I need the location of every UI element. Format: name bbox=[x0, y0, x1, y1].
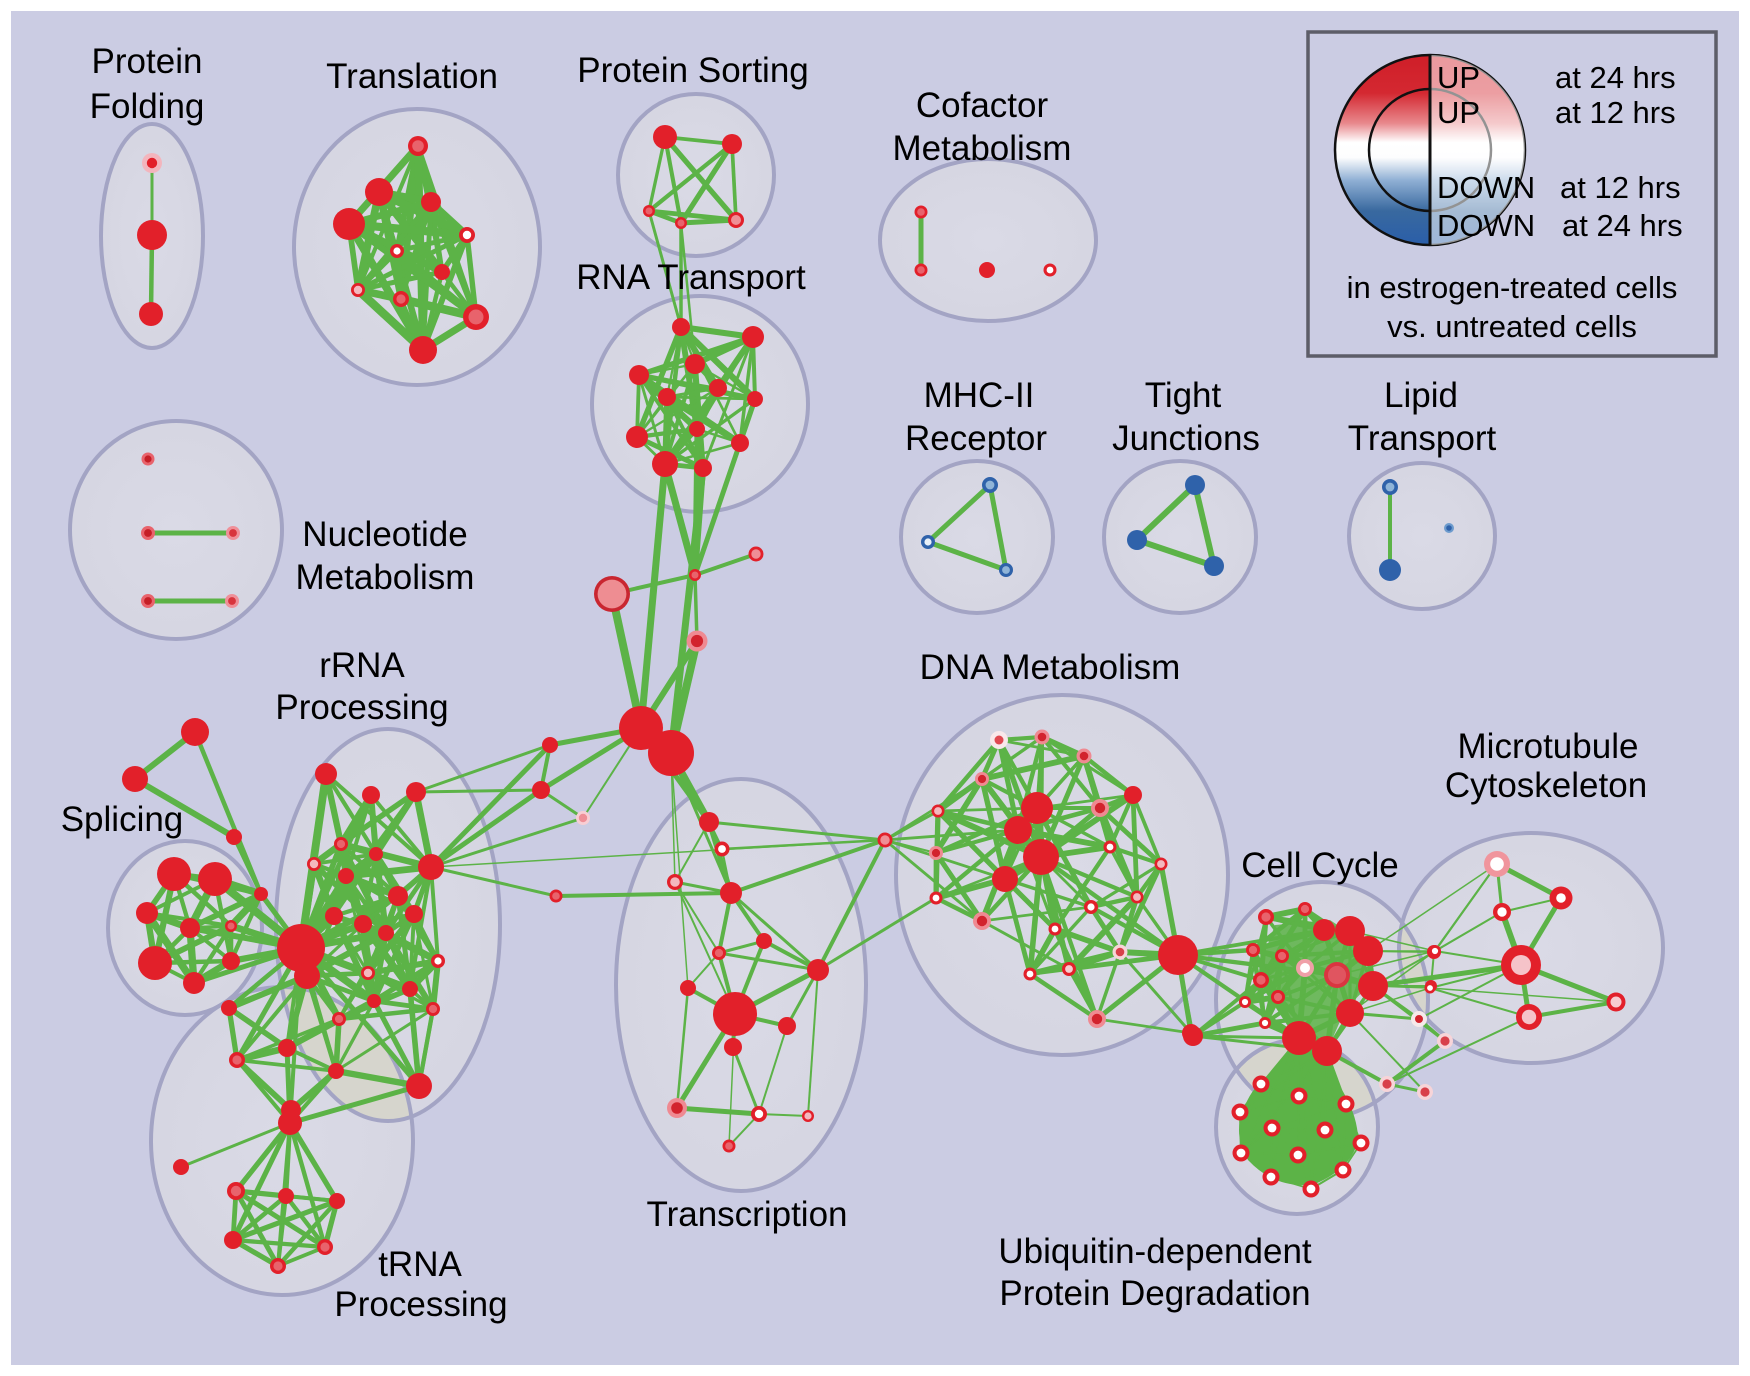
svg-text:Nucleotide: Nucleotide bbox=[302, 515, 467, 554]
svg-text:Transport: Transport bbox=[1348, 419, 1497, 458]
svg-text:RNA Transport: RNA Transport bbox=[576, 258, 806, 297]
svg-text:UP: UP bbox=[1437, 95, 1480, 130]
svg-text:Metabolism: Metabolism bbox=[296, 558, 475, 597]
svg-text:at 12 hrs: at 12 hrs bbox=[1560, 170, 1681, 205]
svg-text:Receptor: Receptor bbox=[905, 419, 1047, 458]
svg-text:DOWN: DOWN bbox=[1437, 170, 1535, 205]
svg-text:Protein Sorting: Protein Sorting bbox=[577, 51, 809, 90]
svg-text:Ubiquitin-dependent: Ubiquitin-dependent bbox=[998, 1232, 1312, 1271]
svg-text:Cofactor: Cofactor bbox=[916, 86, 1049, 125]
svg-text:at 24 hrs: at 24 hrs bbox=[1555, 60, 1676, 95]
svg-text:Translation: Translation bbox=[326, 57, 498, 96]
svg-text:Processing: Processing bbox=[275, 688, 448, 727]
svg-text:Processing: Processing bbox=[334, 1285, 507, 1324]
svg-text:vs. untreated cells: vs. untreated cells bbox=[1387, 309, 1637, 344]
svg-text:in estrogen-treated cells: in estrogen-treated cells bbox=[1347, 270, 1678, 305]
svg-text:Transcription: Transcription bbox=[647, 1195, 848, 1234]
svg-text:Protein Degradation: Protein Degradation bbox=[999, 1274, 1310, 1313]
svg-text:DNA Metabolism: DNA Metabolism bbox=[920, 648, 1181, 687]
svg-text:rRNA: rRNA bbox=[319, 646, 405, 685]
svg-text:Junctions: Junctions bbox=[1112, 419, 1260, 458]
svg-text:UP: UP bbox=[1437, 60, 1480, 95]
svg-text:Tight: Tight bbox=[1145, 376, 1222, 415]
svg-text:tRNA: tRNA bbox=[378, 1245, 462, 1284]
svg-text:at 24 hrs: at 24 hrs bbox=[1562, 208, 1683, 243]
svg-text:Splicing: Splicing bbox=[61, 800, 184, 839]
svg-text:MHC-II: MHC-II bbox=[924, 376, 1035, 415]
svg-text:Microtubule: Microtubule bbox=[1458, 727, 1639, 766]
svg-text:Metabolism: Metabolism bbox=[893, 129, 1072, 168]
svg-text:at 12 hrs: at 12 hrs bbox=[1555, 95, 1676, 130]
svg-text:DOWN: DOWN bbox=[1437, 208, 1535, 243]
svg-text:Protein: Protein bbox=[92, 42, 203, 81]
svg-text:Folding: Folding bbox=[90, 87, 205, 126]
svg-text:Cell Cycle: Cell Cycle bbox=[1241, 846, 1399, 885]
svg-text:Cytoskeleton: Cytoskeleton bbox=[1445, 766, 1647, 805]
svg-text:Lipid: Lipid bbox=[1384, 376, 1458, 415]
